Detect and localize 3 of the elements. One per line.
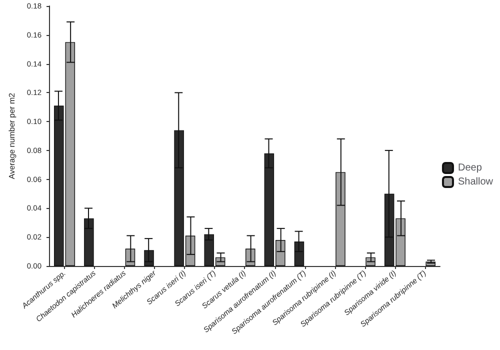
y-axis-title: Average number per m2	[8, 92, 16, 180]
legend-label: Shallow	[458, 176, 494, 188]
legend-label: Deep	[458, 162, 482, 174]
